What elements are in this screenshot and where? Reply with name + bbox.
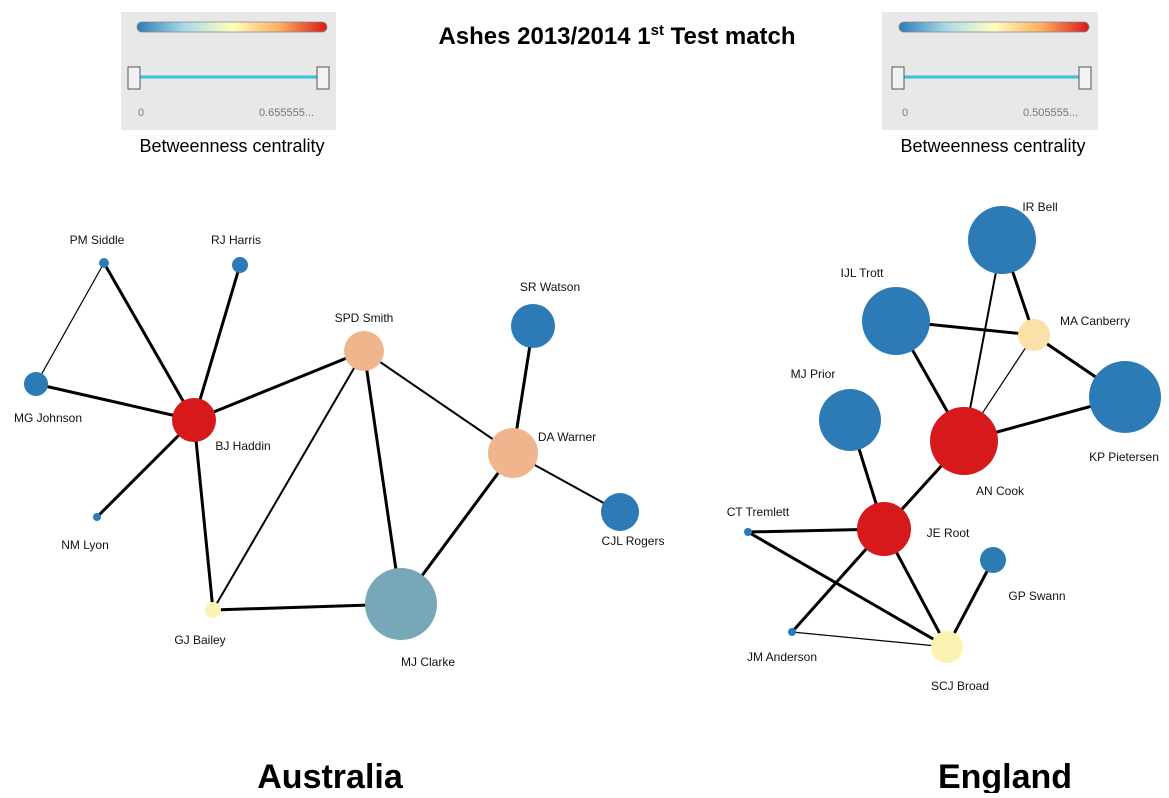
node-label: IR Bell bbox=[1022, 200, 1057, 214]
node-labels: IR Bell IJL Trott MA Canberry MJ Prior K… bbox=[727, 200, 1159, 693]
node-label: SPD Smith bbox=[335, 311, 394, 325]
node[interactable] bbox=[930, 407, 998, 475]
edge bbox=[193, 349, 365, 422]
title-text: Ashes 2013/2014 1 bbox=[438, 23, 650, 50]
node-label: MJ Clarke bbox=[401, 655, 455, 669]
slider-min: 0 bbox=[138, 107, 144, 119]
node-label: CJL Rogers bbox=[602, 534, 665, 548]
node-label: AN Cook bbox=[976, 484, 1025, 498]
node[interactable] bbox=[862, 287, 930, 355]
edge bbox=[102, 262, 196, 421]
node[interactable] bbox=[1089, 361, 1161, 433]
node-label: JE Root bbox=[927, 526, 970, 540]
node[interactable] bbox=[980, 547, 1006, 573]
title-text: Test match bbox=[664, 23, 796, 50]
node[interactable] bbox=[24, 372, 48, 396]
node-label: PM Siddle bbox=[70, 233, 125, 247]
edge bbox=[363, 350, 514, 454]
edge bbox=[95, 418, 196, 519]
edge bbox=[192, 264, 242, 421]
node-label: SCJ Broad bbox=[931, 679, 989, 693]
slider-label: Betweenness centrality bbox=[900, 136, 1085, 156]
node-label: JM Anderson bbox=[747, 650, 817, 664]
edge bbox=[35, 382, 195, 422]
node[interactable] bbox=[205, 602, 221, 618]
title-sup: st bbox=[651, 22, 664, 39]
node[interactable] bbox=[511, 304, 555, 348]
node[interactable] bbox=[1018, 319, 1050, 351]
slider-handle[interactable] bbox=[316, 66, 330, 90]
slider-min: 0 bbox=[902, 107, 908, 119]
edge bbox=[747, 530, 948, 649]
slider[interactable]: 0 0.505555... bbox=[882, 12, 1098, 130]
node[interactable] bbox=[819, 389, 881, 451]
slider-max: 0.505555... bbox=[1023, 107, 1078, 119]
edge bbox=[963, 239, 1003, 442]
node[interactable] bbox=[601, 493, 639, 531]
node-label: RJ Harris bbox=[211, 233, 261, 247]
nodes bbox=[744, 206, 1161, 663]
node-label: NM Lyon bbox=[61, 538, 109, 552]
slider-handle[interactable] bbox=[891, 66, 905, 90]
node-label: IJL Trott bbox=[841, 266, 885, 280]
slider-handle[interactable] bbox=[1078, 66, 1092, 90]
node-label: BJ Haddin bbox=[215, 439, 270, 453]
node[interactable] bbox=[968, 206, 1036, 274]
node-label: SR Watson bbox=[520, 280, 580, 294]
node[interactable] bbox=[99, 258, 109, 268]
title: Ashes 2013/2014 1st Test match bbox=[438, 22, 795, 50]
node-label: KP Pietersen bbox=[1089, 450, 1159, 464]
node-label: GP Swann bbox=[1008, 589, 1065, 603]
edge bbox=[362, 350, 403, 605]
slider-max: 0.655555... bbox=[259, 107, 314, 119]
slider[interactable]: 0 0.655555... bbox=[121, 12, 336, 130]
node[interactable] bbox=[857, 502, 911, 556]
slider-handle[interactable] bbox=[127, 66, 141, 90]
team-name: Australia bbox=[257, 758, 404, 793]
edge bbox=[945, 559, 995, 648]
node-label: DA Warner bbox=[538, 430, 596, 444]
node-label: MJ Prior bbox=[791, 367, 836, 381]
node-label: MG Johnson bbox=[14, 411, 82, 425]
slider-label: Betweenness centrality bbox=[139, 136, 324, 156]
edge bbox=[192, 419, 215, 611]
nodes bbox=[24, 257, 639, 640]
node[interactable] bbox=[744, 528, 752, 536]
node[interactable] bbox=[931, 631, 963, 663]
node[interactable] bbox=[365, 568, 437, 640]
color-ramp bbox=[898, 21, 1090, 33]
edge bbox=[791, 631, 948, 648]
color-ramp bbox=[136, 21, 328, 33]
node[interactable] bbox=[172, 398, 216, 442]
node-labels: PM Siddle RJ Harris MG Johnson BJ Haddin… bbox=[14, 233, 664, 669]
node-label: MA Canberry bbox=[1060, 314, 1130, 328]
team-name: England bbox=[938, 758, 1072, 793]
node-label: GJ Bailey bbox=[174, 633, 225, 647]
node[interactable] bbox=[232, 257, 248, 273]
node[interactable] bbox=[344, 331, 384, 371]
node[interactable] bbox=[93, 513, 101, 521]
edge bbox=[35, 262, 105, 385]
node[interactable] bbox=[488, 428, 538, 478]
edge bbox=[212, 350, 365, 611]
node[interactable] bbox=[788, 628, 796, 636]
node-label: CT Tremlett bbox=[727, 505, 790, 519]
